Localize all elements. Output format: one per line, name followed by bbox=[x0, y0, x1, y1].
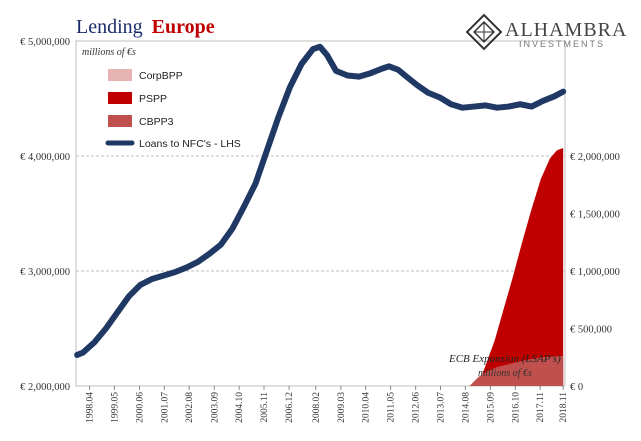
x-tick-label: 2016.10 bbox=[511, 392, 521, 423]
left-tick-label: € 5,000,000 bbox=[20, 37, 70, 48]
x-tick-label: 2008.02 bbox=[312, 392, 322, 423]
left-unit-label: millions of €s bbox=[82, 47, 136, 58]
x-tick-label: 2000.06 bbox=[136, 392, 146, 423]
x-tick-label: 2011.05 bbox=[387, 392, 397, 423]
left-tick-label: € 2,000,000 bbox=[20, 382, 70, 393]
x-tick-label: 2012.06 bbox=[412, 392, 422, 423]
right-unit-label: millions of €s bbox=[478, 368, 532, 379]
x-tick-label: 2018.11 bbox=[559, 392, 569, 423]
x-tick-label: 2004.10 bbox=[235, 392, 245, 423]
x-axis-ticks: 1998.04 1999.05 2000.06 2001.07 2002.08 2003.… bbox=[86, 386, 569, 423]
x-tick-label: 1998.04 bbox=[86, 392, 96, 423]
x-tick-label: 2014.08 bbox=[461, 392, 471, 423]
ecb-annotation: ECB Expansion (LSAP's) bbox=[448, 353, 561, 365]
legend: CorpBPP PSPP CBPP3 Loans to NFC's - LHS bbox=[105, 69, 241, 150]
x-tick-label: 2003.09 bbox=[210, 392, 220, 423]
left-axis-ticks: € 2,000,000 € 3,000,000 € 4,000,000 € 5,000… bbox=[20, 37, 70, 393]
line-series bbox=[74, 43, 567, 358]
logo-name: ALHAMBRA bbox=[505, 19, 627, 41]
line-loans-to-nfcs bbox=[74, 43, 567, 358]
legend-label-corpbpp: CorpBPP bbox=[139, 70, 183, 82]
legend-label-cbpp3: CBPP3 bbox=[139, 116, 174, 128]
plot-frame bbox=[75, 40, 566, 387]
legend-swatch-corpbpp bbox=[108, 69, 132, 81]
gridlines bbox=[76, 155, 565, 272]
x-tick-label: 2001.07 bbox=[160, 392, 170, 423]
alhambra-diamond-icon bbox=[465, 13, 503, 51]
x-tick-label: 2005.11 bbox=[260, 392, 270, 423]
alhambra-logo: ALHAMBRA INVESTMENTS bbox=[465, 13, 627, 51]
right-tick-label: € 1,500,000 bbox=[570, 210, 620, 221]
right-tick-label: € 1,000,000 bbox=[570, 267, 620, 278]
right-axis-ticks: € 0 € 500,000 € 1,000,000 € 1,500,000 € 2,00… bbox=[570, 152, 620, 393]
chart-title: Lending Europe bbox=[76, 16, 215, 38]
x-tick-label: 1999.05 bbox=[110, 392, 120, 423]
left-tick-label: € 4,000,000 bbox=[20, 152, 70, 163]
x-tick-label: 2002.08 bbox=[185, 392, 195, 423]
area-pspp bbox=[478, 147, 564, 386]
legend-label-loans: Loans to NFC's - LHS bbox=[139, 138, 241, 150]
x-tick-label: 2006.12 bbox=[285, 392, 295, 423]
x-tick-label: 2009.03 bbox=[337, 392, 347, 423]
x-tick-label: 2013.07 bbox=[437, 392, 447, 423]
right-tick-label: € 500,000 bbox=[570, 325, 612, 336]
legend-swatch-pspp bbox=[108, 92, 132, 104]
area-series bbox=[469, 147, 564, 386]
logo-sub: INVESTMENTS bbox=[519, 39, 605, 49]
area-cbpp3 bbox=[469, 355, 564, 386]
title-part-europe: Europe bbox=[152, 16, 215, 38]
x-tick-label: 2017.11 bbox=[536, 392, 546, 423]
right-tick-label: € 2,000,000 bbox=[570, 152, 620, 163]
x-tick-label: 2010.04 bbox=[362, 392, 372, 423]
title-part-lending: Lending bbox=[76, 16, 143, 38]
legend-label-pspp: PSPP bbox=[139, 93, 167, 105]
legend-swatch-cbpp3 bbox=[108, 115, 132, 127]
left-tick-label: € 3,000,000 bbox=[20, 267, 70, 278]
right-tick-label: € 0 bbox=[570, 382, 583, 393]
x-tick-label: 2015.09 bbox=[486, 392, 496, 423]
